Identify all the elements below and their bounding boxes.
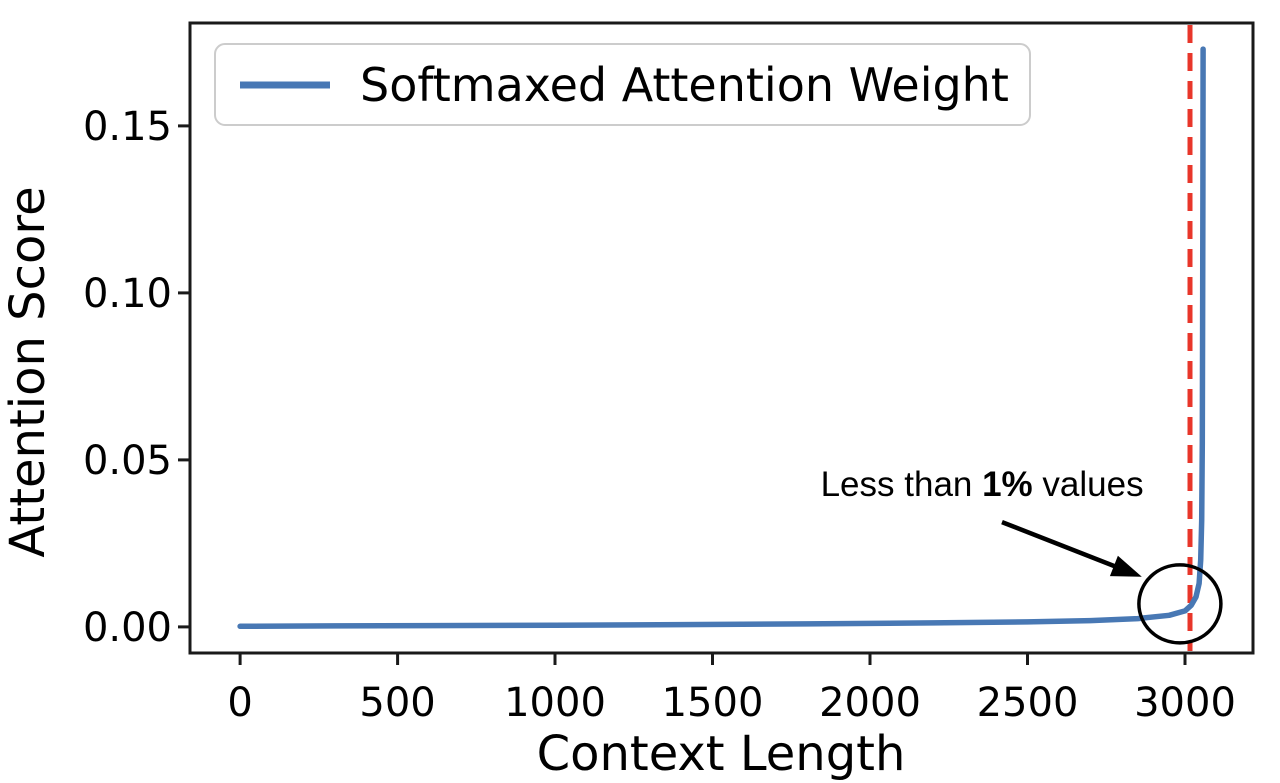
x-tick-label: 0: [227, 680, 252, 726]
y-axis-ticks: 0.00 0.05 0.10 0.15: [83, 104, 190, 651]
y-tick-label: 0.15: [83, 104, 172, 150]
x-tick-label: 1500: [662, 680, 764, 726]
annotation-circle: [1137, 563, 1223, 645]
y-tick-label: 0.00: [83, 605, 172, 651]
x-tick-label: 2000: [819, 680, 921, 726]
x-tick-label: 1000: [504, 680, 606, 726]
x-tick-label: 2500: [977, 680, 1079, 726]
annotation-label-part1: Less than: [821, 465, 983, 504]
x-tick-label: 500: [359, 680, 435, 726]
annotation-label: Less than 1% values: [821, 465, 1144, 504]
legend-box: [214, 43, 1031, 126]
x-tick-label: 3000: [1134, 680, 1236, 726]
annotation-label-part3: values: [1042, 465, 1143, 504]
annotation-arrow-head: [1109, 555, 1142, 577]
attention-line: [237, 46, 1206, 630]
y-tick-label: 0.10: [83, 271, 172, 317]
y-tick-label: 0.05: [83, 438, 172, 484]
y-axis-label: Attention Score: [0, 186, 56, 557]
legend-entry-label: Softmaxed Attention Weight: [360, 58, 1009, 112]
annotation-label-part2: 1%: [982, 465, 1033, 504]
plot-border: [188, 21, 1255, 655]
annotation: Less than 1% values: [821, 465, 1223, 645]
x-axis-label: Context Length: [537, 726, 906, 782]
annotation-arrow-shaft: [1001, 520, 1121, 571]
legend: Softmaxed Attention Weight: [214, 43, 1031, 126]
x-axis-ticks: 0 500 1000 1500 2000 2500 3000: [227, 653, 1236, 726]
